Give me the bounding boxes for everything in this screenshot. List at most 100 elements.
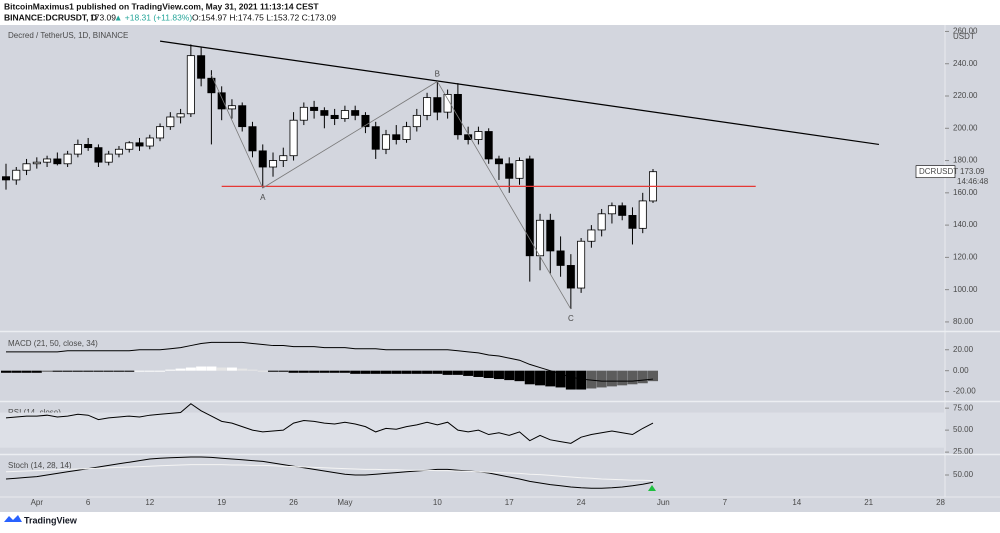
- histogram-bar: [452, 370, 463, 375]
- candle-body: [258, 150, 267, 168]
- candle-body: [556, 250, 565, 266]
- candle-body: [63, 153, 72, 165]
- candle-body: [494, 158, 503, 165]
- histogram-bar: [545, 370, 556, 387]
- candle-body: [166, 116, 175, 128]
- indicator-line: [5, 403, 654, 444]
- candle-body: [114, 148, 123, 155]
- histogram-bar: [298, 370, 309, 373]
- candle-body: [505, 163, 514, 179]
- price-tag-box: [915, 165, 956, 179]
- y-tick-label: 0.00: [953, 366, 969, 375]
- histogram-bar: [309, 370, 320, 373]
- candle-body: [443, 93, 452, 113]
- histogram-bar: [473, 370, 484, 377]
- candle-body: [269, 160, 278, 168]
- histogram-bar: [524, 370, 535, 385]
- candle-body: [351, 110, 360, 116]
- x-tick-label: Apr: [31, 498, 44, 507]
- brand: TradingView: [24, 515, 78, 525]
- pattern-label: B: [435, 70, 440, 79]
- candle-body: [248, 126, 257, 152]
- drawn-line: [159, 40, 880, 146]
- y-tick-label: 220.00: [953, 91, 978, 100]
- candle-body: [238, 105, 247, 128]
- histogram-bar: [93, 370, 104, 372]
- histogram-bar: [11, 370, 22, 373]
- price-tag-countdown: 14:46:48: [957, 177, 989, 186]
- histogram-bar: [278, 370, 289, 372]
- histogram-bar: [401, 370, 412, 374]
- histogram-bar: [627, 370, 638, 385]
- x-tick-label: 17: [505, 498, 514, 507]
- candle-body: [525, 158, 534, 257]
- histogram-bar: [483, 370, 494, 379]
- pattern-label: C: [568, 314, 574, 323]
- candle-body: [227, 105, 236, 110]
- candle-body: [156, 126, 165, 139]
- y-tick-label: 200.00: [953, 123, 978, 132]
- candle-body: [515, 160, 524, 179]
- candle-body: [340, 110, 349, 119]
- histogram-bar: [535, 370, 546, 386]
- candle-body: [43, 158, 52, 163]
- histogram-bar: [165, 369, 176, 371]
- histogram-bar: [576, 370, 587, 390]
- y-tick-label: 50.00: [953, 470, 974, 479]
- histogram-bar: [42, 370, 53, 372]
- candle-body: [310, 106, 319, 111]
- indicator-line: [5, 456, 654, 489]
- y-tick-label: 140.00: [953, 220, 978, 229]
- histogram-bar: [422, 370, 433, 374]
- candle-body: [402, 126, 411, 140]
- brand-logo: [4, 515, 22, 522]
- candle-body: [381, 134, 390, 150]
- histogram-bar: [196, 366, 207, 371]
- histogram-bar: [432, 370, 443, 374]
- y-tick-label: -20.00: [953, 387, 976, 396]
- symbol: BINANCE:DCRUSDT, D: [4, 12, 97, 22]
- candle-body: [176, 113, 185, 118]
- indicator-line: [6, 341, 654, 382]
- x-tick-label: 10: [433, 498, 442, 507]
- histogram-bar: [226, 367, 237, 371]
- histogram-bar: [206, 366, 217, 371]
- candle-body: [104, 153, 113, 163]
- histogram-bar: [288, 370, 299, 373]
- histogram-bar: [555, 370, 566, 388]
- candle-body: [474, 131, 483, 140]
- histogram-bar: [268, 370, 279, 372]
- histogram-bar: [237, 368, 248, 371]
- candle-body: [597, 213, 606, 231]
- histogram-bar: [257, 370, 268, 372]
- candle-body: [361, 114, 370, 128]
- indicator-line: [5, 464, 654, 482]
- candle-body: [566, 265, 575, 289]
- candle-body: [299, 106, 308, 121]
- x-tick-label: Jun: [657, 498, 670, 507]
- candle-body: [186, 55, 195, 115]
- y-tick-label: 260.00: [953, 27, 978, 36]
- x-tick-label: 19: [217, 498, 226, 507]
- histogram-bar: [391, 370, 402, 374]
- candle-body: [618, 205, 627, 216]
- y-tick-label: 50.00: [953, 425, 974, 434]
- histogram-bar: [124, 370, 135, 372]
- y-tick-label: 240.00: [953, 59, 978, 68]
- pattern-line: [211, 74, 572, 310]
- panel-title: Stoch (14, 28, 14): [8, 461, 72, 470]
- y-tick-label: 160.00: [953, 188, 978, 197]
- candle-body: [197, 55, 206, 79]
- candle-body: [289, 119, 298, 157]
- histogram-bar: [504, 370, 515, 381]
- candle-body: [320, 110, 329, 116]
- change: ▲ +18.31 (+11.83%): [114, 12, 192, 22]
- candle-body: [423, 97, 432, 116]
- panel-title: MACD (21, 50, close, 34): [8, 339, 98, 348]
- histogram-bar: [134, 370, 145, 372]
- candle-body: [607, 205, 616, 215]
- candle-body: [453, 93, 462, 136]
- candle-body: [536, 219, 545, 257]
- candle-body: [330, 114, 339, 119]
